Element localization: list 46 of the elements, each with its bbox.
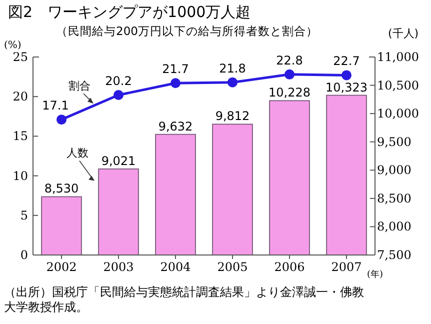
x-tick-label: 2006	[274, 260, 305, 274]
y2-tick-label: 9,000	[377, 163, 412, 178]
data-label: 22.8	[276, 53, 303, 68]
data-label: 10,228	[268, 86, 310, 100]
point	[56, 114, 66, 125]
data-label: 20.2	[105, 74, 132, 88]
x-tick-label: 2005	[217, 260, 248, 274]
x-tick-label: 2004	[160, 260, 192, 274]
data-label: 21.7	[162, 62, 189, 76]
chart-title: 図2 ワーキングプアが1000万人超	[8, 3, 251, 21]
data-label: 9,812	[215, 109, 250, 124]
data-label: 17.1	[42, 98, 69, 113]
data-label: 9,632	[158, 119, 193, 134]
data-label: 8,530	[44, 182, 79, 196]
y2-tick-label: 8,000	[377, 220, 412, 234]
data-label: 9,021	[101, 154, 136, 168]
x-tick-label: 2003	[103, 260, 134, 274]
point	[342, 70, 352, 80]
point	[170, 78, 180, 88]
y-tick-label: 10	[12, 168, 28, 183]
x-tick-label: 2007	[331, 260, 362, 274]
y-axis-title: (%)	[4, 40, 22, 51]
text: （出所）国税庁「民間給与実態統計調査結果」より金澤誠一・佛教大学教授作成。	[4, 285, 364, 314]
y2-tick-label: 7,500	[377, 248, 412, 262]
y-tick-label: 15	[12, 129, 28, 144]
y2-tick-label: 8,500	[377, 191, 412, 206]
y-tick-label: 0	[20, 248, 28, 262]
y2-tick-label: 11,000	[377, 50, 419, 64]
point	[114, 90, 124, 100]
data-label: 21.8	[219, 61, 246, 76]
series-label: 割合	[68, 80, 90, 93]
point	[284, 69, 294, 80]
data-label: 10,323	[326, 80, 368, 94]
point	[228, 77, 238, 88]
y2-tick-label: 10,500	[377, 78, 419, 92]
y-tick-label: 20	[12, 90, 28, 104]
x-axis-title: (年)	[367, 269, 384, 280]
chart-subtitle: （民間給与200万円以下の給与所得者数と割合）	[56, 24, 318, 38]
y-tick-label: 25	[12, 50, 28, 64]
x-tick-label: 2002	[46, 260, 77, 274]
y2-axis-title: (千人)	[388, 27, 419, 40]
y2-tick-label: 9,500	[377, 134, 412, 149]
y2-tick-label: 10,000	[377, 106, 419, 121]
series-label: 人数	[66, 146, 88, 160]
y-tick-label: 5	[20, 208, 28, 222]
data-label: 22.7	[333, 54, 360, 68]
